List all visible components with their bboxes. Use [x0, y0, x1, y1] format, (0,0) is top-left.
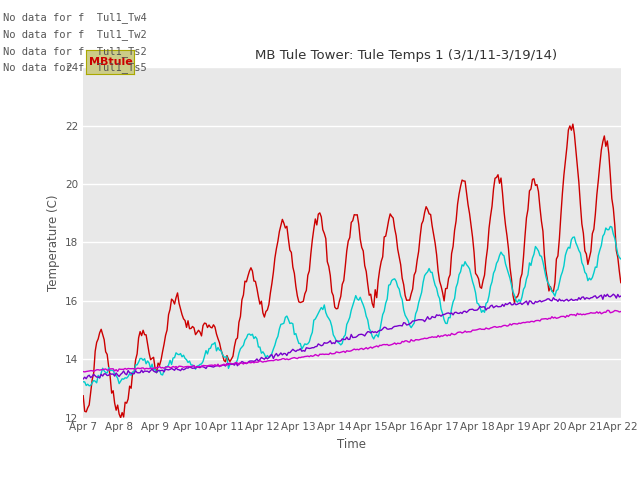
Tul1_Ts-16cm — [257, 355, 265, 360]
Tul1_Ts-8cm — [268, 350, 276, 356]
Tul1_Ts-32cm — [617, 309, 625, 314]
Y-axis label: Temperature (C): Temperature (C) — [47, 194, 60, 291]
Tul1_Ts-32cm — [268, 358, 276, 363]
Tul1_Ts-32cm — [79, 369, 87, 374]
X-axis label: Time: Time — [337, 438, 367, 451]
Tul1_Ts-8cm — [147, 365, 154, 371]
Tul1_Ts-8cm — [79, 379, 87, 384]
Tul1_Ts-16cm — [314, 341, 322, 347]
Tul1_Ts-16cm — [587, 295, 595, 300]
Tul1_Ts-32cm — [316, 351, 324, 357]
Tul1_Ts-8cm — [259, 349, 267, 355]
Title: MB Tule Tower: Tule Temps 1 (3/1/11-3/19/14): MB Tule Tower: Tule Temps 1 (3/1/11-3/19… — [255, 49, 557, 62]
Tul1_Tw+10cm — [590, 227, 598, 232]
Tul1_Tw+10cm — [268, 281, 276, 287]
Tul1_Tw+10cm — [316, 210, 324, 216]
Text: No data for f  Tul1_Ts2: No data for f Tul1_Ts2 — [3, 46, 147, 57]
Tul1_Tw+10cm — [259, 310, 267, 316]
Line: Tul1_Tw+10cm: Tul1_Tw+10cm — [83, 124, 621, 418]
Tul1_Ts-8cm — [607, 224, 614, 229]
Line: Tul1_Ts-16cm: Tul1_Ts-16cm — [83, 294, 621, 379]
Text: No data for f  Tul1_Tw2: No data for f Tul1_Tw2 — [3, 29, 147, 40]
Line: Tul1_Ts-8cm: Tul1_Ts-8cm — [83, 227, 621, 386]
Text: No data for f  Tul1_Ts5: No data for f Tul1_Ts5 — [3, 62, 147, 73]
Tul1_Ts-32cm — [81, 369, 88, 375]
Tul1_Tw+10cm — [617, 280, 625, 286]
Tul1_Ts-16cm — [266, 352, 274, 358]
Text: MBtule: MBtule — [88, 58, 132, 67]
Tul1_Ts-16cm — [609, 291, 617, 297]
Tul1_Ts-16cm — [239, 360, 247, 365]
Tul1_Ts-32cm — [147, 365, 154, 371]
Tul1_Ts-16cm — [145, 370, 153, 375]
Text: No data for f  Tul1_Tw4: No data for f Tul1_Tw4 — [3, 12, 147, 23]
Tul1_Ts-32cm — [259, 359, 267, 365]
Tul1_Tw+10cm — [147, 357, 154, 362]
Tul1_Ts-16cm — [617, 293, 625, 299]
Tul1_Ts-32cm — [589, 310, 596, 316]
Tul1_Tw+10cm — [569, 121, 577, 127]
Tul1_Tw+10cm — [79, 393, 87, 398]
Tul1_Ts-8cm — [241, 337, 249, 343]
Tul1_Ts-16cm — [79, 376, 87, 382]
Tul1_Ts-32cm — [241, 360, 249, 365]
Tul1_Ts-8cm — [589, 275, 596, 280]
Tul1_Ts-8cm — [316, 307, 324, 313]
Tul1_Tw+10cm — [116, 415, 124, 420]
Tul1_Ts-32cm — [604, 308, 611, 313]
Tul1_Ts-8cm — [617, 256, 625, 262]
Tul1_Ts-8cm — [85, 383, 93, 389]
Line: Tul1_Ts-32cm: Tul1_Ts-32cm — [83, 311, 621, 372]
Tul1_Tw+10cm — [241, 278, 249, 284]
